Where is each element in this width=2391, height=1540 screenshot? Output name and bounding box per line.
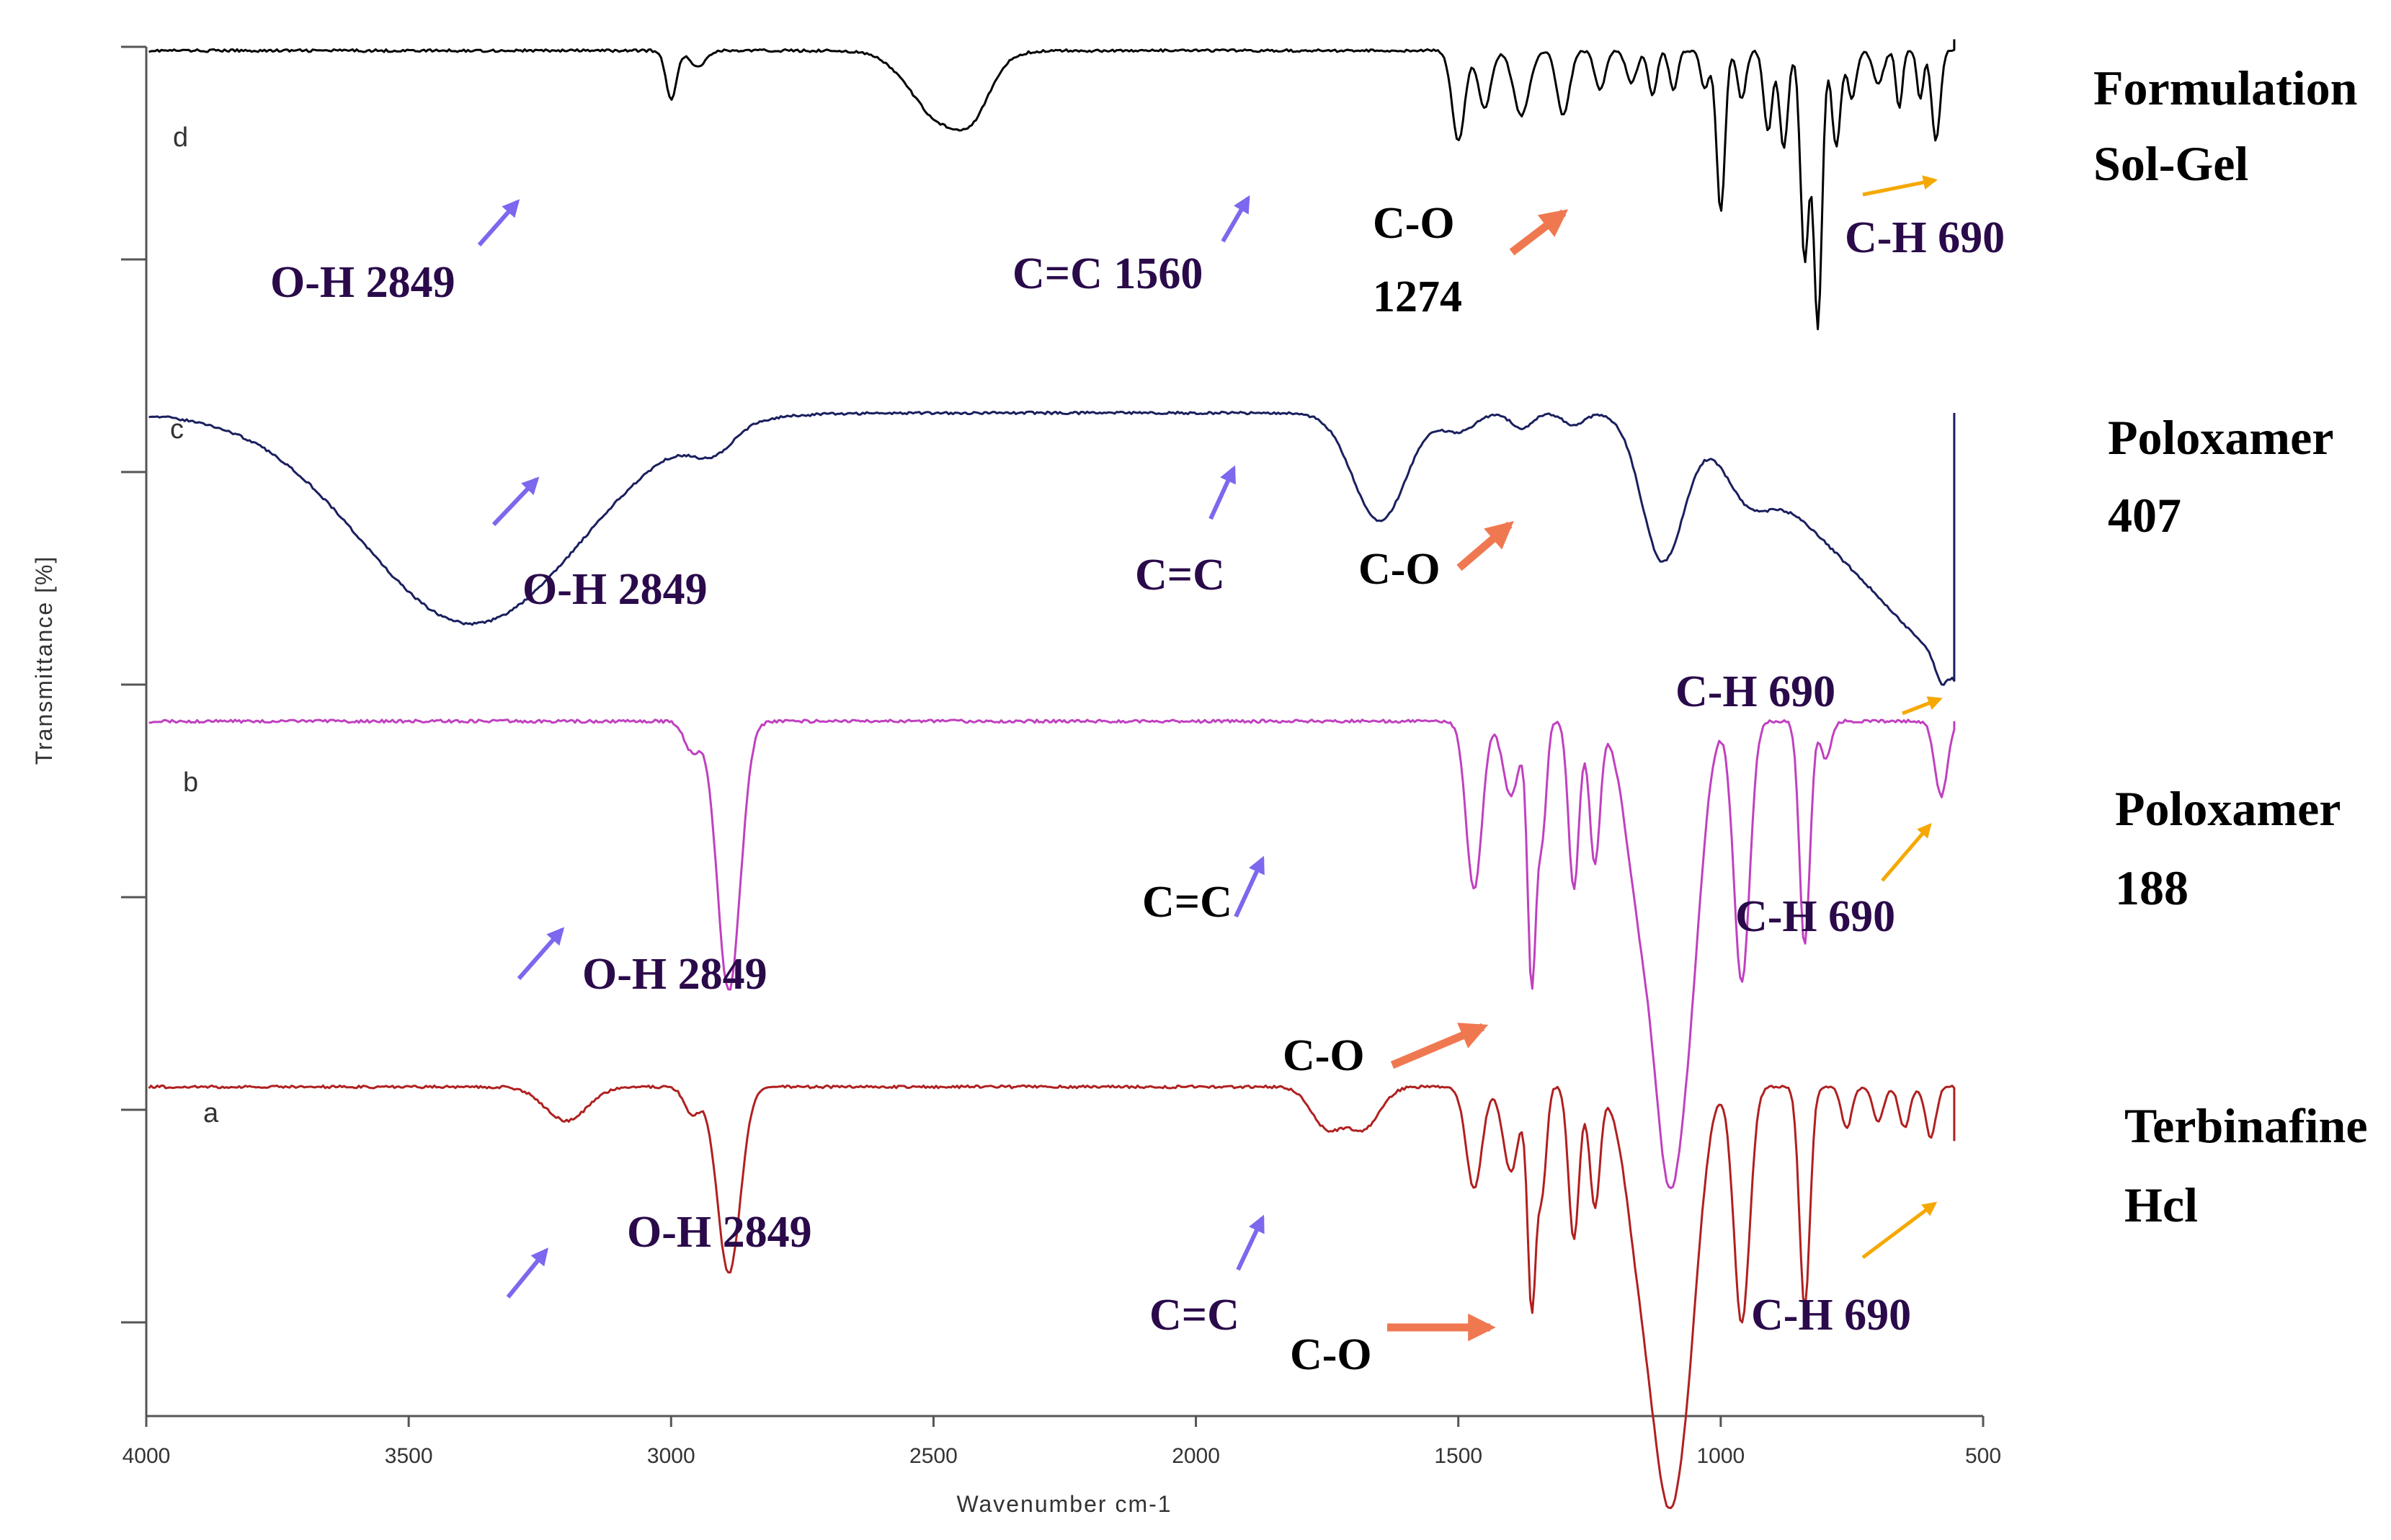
spectrum-c-poloxamer-407 xyxy=(148,410,1956,686)
x-tick-label-500: 500 xyxy=(1965,1444,2001,1468)
x-tick-label-3000: 3000 xyxy=(647,1444,695,1468)
arrow-b-ch xyxy=(1881,822,1932,882)
series-name-d-line2: Sol-Gel xyxy=(2093,136,2248,191)
spectrum-b-poloxamer-188 xyxy=(148,718,1956,1190)
arrow-d-co xyxy=(1509,209,1569,256)
series-name-a-line2: Hcl xyxy=(2124,1178,2198,1232)
label-d-oh: O-H 2849 xyxy=(270,258,455,307)
label-a-ch: C-H 690 xyxy=(1751,1291,1911,1340)
annotation-arrows xyxy=(477,175,1943,1342)
series-name-c-line2: 407 xyxy=(2108,488,2181,543)
arrow-b-cc xyxy=(1234,855,1265,918)
label-c-co: C-O xyxy=(1358,545,1441,594)
label-c-cc: C=C xyxy=(1135,551,1225,600)
arrow-c-co xyxy=(1456,520,1514,571)
x-ticks: 4000 3500 3000 2500 2000 1500 1000 500 xyxy=(123,1416,2001,1468)
trace-letter-d: d xyxy=(173,123,188,153)
series-name-b-line2: 188 xyxy=(2115,860,2189,915)
series-name-b-line1: Poloxamer xyxy=(2115,781,2341,836)
label-b-ch: C-H 690 xyxy=(1735,892,1895,941)
series-name-a-line1: Terbinafine xyxy=(2124,1098,2368,1153)
x-tick-label-2000: 2000 xyxy=(1172,1444,1220,1468)
arrow-c-oh xyxy=(491,476,540,527)
label-c-oh: O-H 2849 xyxy=(522,565,708,614)
arrow-a-cc xyxy=(1236,1214,1265,1271)
x-axis-title: Wavenumber cm-1 xyxy=(956,1491,1172,1517)
y-ticks xyxy=(121,45,146,1324)
label-a-oh: O-H 2849 xyxy=(627,1208,812,1257)
arrow-c-cc xyxy=(1208,465,1236,520)
annotation-labels: O-H 2849 C=C 1560 C-O 1274 C-H 690 O-H 2… xyxy=(270,199,2005,1379)
arrow-d-cc xyxy=(1221,195,1250,243)
arrow-a-ch xyxy=(1861,1201,1938,1259)
arrow-a-oh xyxy=(506,1247,549,1299)
label-b-co: C-O xyxy=(1283,1031,1365,1080)
spectrum-a-terbinafine-hcl xyxy=(148,1084,1956,1509)
arrow-b-co xyxy=(1390,1023,1489,1069)
spectrum-d-formulation-sol-gel xyxy=(148,39,1956,331)
y-axis-title: Transmittance [%] xyxy=(31,556,57,765)
series-name-c-line1: Poloxamer xyxy=(2108,410,2333,465)
x-tick-label-1000: 1000 xyxy=(1696,1444,1745,1468)
label-d-cc: C=C 1560 xyxy=(1012,249,1203,298)
label-c-ch: C-H 690 xyxy=(1675,667,1835,716)
spectra xyxy=(148,39,1956,1509)
x-tick-label-1500: 1500 xyxy=(1434,1444,1482,1468)
trace-letter-a: a xyxy=(203,1098,219,1129)
x-tick-label-4000: 4000 xyxy=(123,1444,171,1468)
arrow-c-ch xyxy=(1902,696,1943,716)
label-d-ch: C-H 690 xyxy=(1845,213,2005,262)
label-b-oh: O-H 2849 xyxy=(582,950,767,999)
arrow-d-oh xyxy=(477,199,520,246)
label-b-cc: C=C xyxy=(1142,878,1232,927)
label-d-co: C-O xyxy=(1373,199,1455,248)
arrow-b-oh xyxy=(517,927,565,980)
label-a-co: C-O xyxy=(1290,1330,1372,1379)
series-name-d-line1: Formulation xyxy=(2093,61,2357,115)
label-a-cc: C=C xyxy=(1149,1291,1239,1340)
label-d-co-wavenumber: 1274 xyxy=(1373,272,1462,321)
arrow-d-ch xyxy=(1862,175,1938,197)
trace-letter-b: b xyxy=(183,767,198,798)
x-tick-label-2500: 2500 xyxy=(909,1444,958,1468)
trace-letter-c: c xyxy=(170,414,184,445)
x-tick-label-3500: 3500 xyxy=(385,1444,433,1468)
